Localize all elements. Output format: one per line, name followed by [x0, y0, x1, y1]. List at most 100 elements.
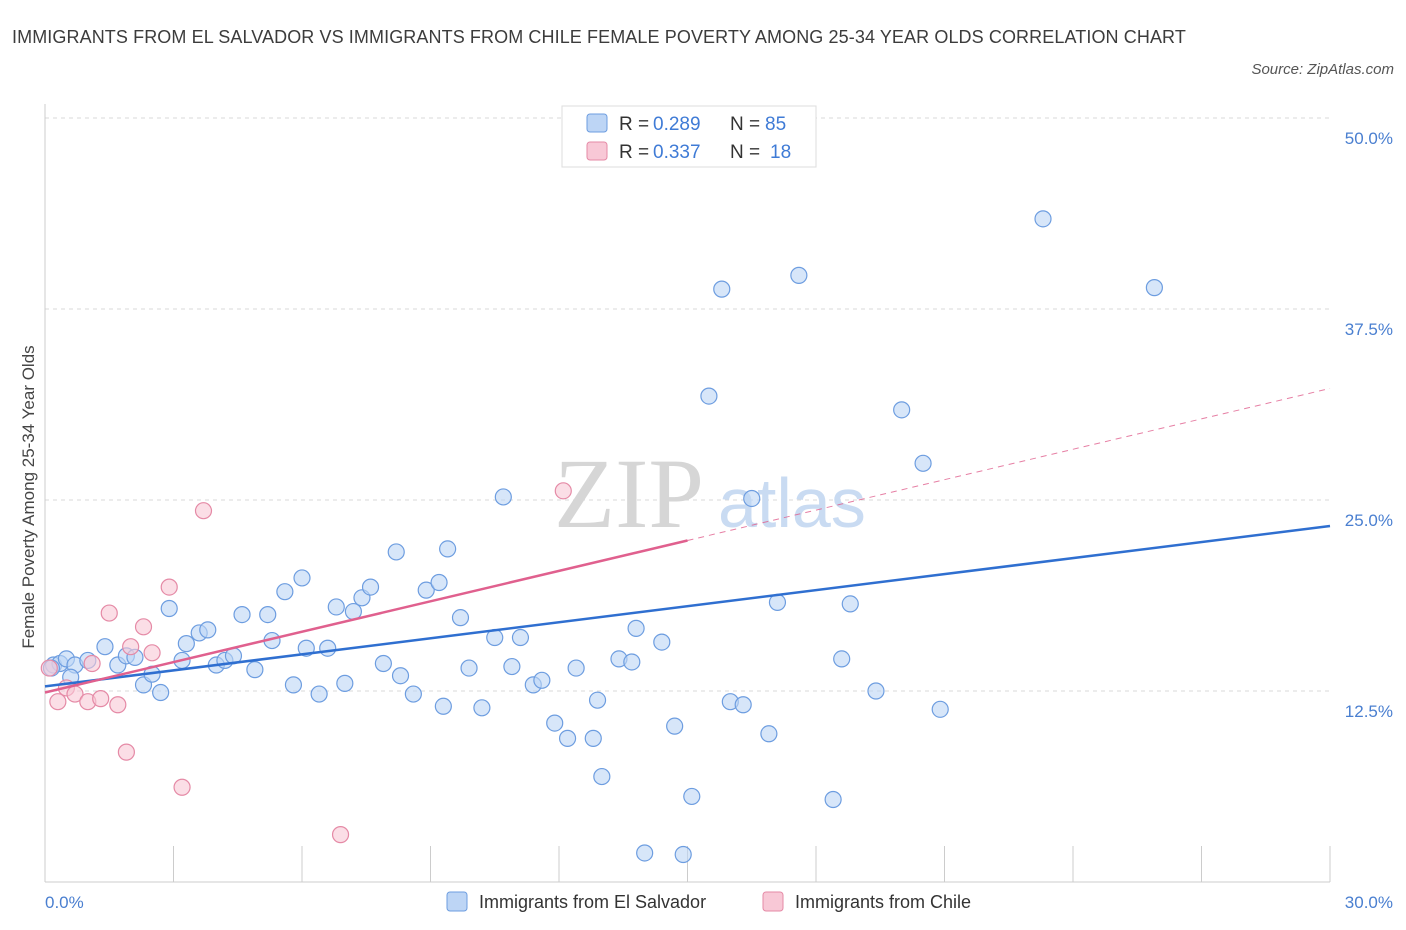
watermark: ZIP atlas: [554, 438, 866, 549]
chart-title: IMMIGRANTS FROM EL SALVADOR VS IMMIGRANT…: [12, 27, 1186, 47]
stats-swatch-el-salvador: [586, 113, 608, 133]
el-salvador-point: [841, 595, 859, 613]
el-salvador-point: [177, 635, 195, 653]
el-salvador-point: [327, 598, 345, 616]
el-salvador-point: [374, 654, 392, 673]
el-salvador-point: [824, 790, 842, 809]
el-salvador-point: [674, 845, 692, 864]
watermark-zip: ZIP: [554, 438, 704, 549]
stats-box: R = 0.289 N = 85 R = 0.337 N = 18: [561, 105, 817, 168]
el-salvador-point: [1145, 279, 1163, 297]
scatter-points: [40, 210, 1163, 864]
el-salvador-point: [494, 488, 512, 506]
y-axis-label: Female Poverty Among 25-34 Year Olds: [19, 345, 38, 648]
el-salvador-point: [666, 717, 684, 735]
legend: Immigrants from El Salvador Immigrants f…: [446, 891, 971, 912]
el-salvador-point: [627, 619, 645, 637]
el-salvador-point: [246, 661, 264, 679]
el-salvador-point: [387, 543, 405, 561]
el-salvador-point: [96, 638, 114, 656]
el-salvador-point: [760, 725, 778, 743]
stats-swatch-chile: [586, 141, 608, 161]
legend-label-el-salvador: Immigrants from El Salvador: [479, 892, 706, 912]
el-salvador-point: [914, 454, 932, 472]
stats-r-label: R =: [619, 142, 649, 163]
el-salvador-point: [451, 609, 470, 627]
chile-point: [109, 696, 127, 714]
trend-lines: [44, 387, 1331, 694]
el-salvador-point: [593, 767, 611, 786]
y-tick-label: 12.5%: [1345, 702, 1393, 721]
stats-r-label: R =: [619, 114, 649, 135]
el-salvador-trend-line: [44, 524, 1331, 688]
el-salvador-point: [653, 633, 671, 651]
chile-trend-line: [44, 539, 688, 694]
el-salvador-point: [284, 676, 303, 694]
el-salvador-point: [336, 674, 354, 692]
el-salvador-point: [700, 387, 718, 405]
y-tick-label: 50.0%: [1345, 129, 1393, 148]
source-label: Source: ZipAtlas.com: [1251, 61, 1394, 78]
chile-point: [173, 778, 191, 796]
el-salvador-point: [893, 401, 911, 419]
el-salvador-point: [434, 697, 452, 715]
chile-point: [100, 604, 118, 622]
legend-swatch-el-salvador: [446, 891, 468, 912]
el-salvador-point: [567, 659, 585, 677]
el-salvador-point: [931, 700, 949, 718]
el-salvador-point: [683, 787, 701, 806]
el-salvador-point: [623, 653, 641, 671]
stats-n-value: 18: [770, 142, 791, 163]
chile-point: [554, 482, 572, 500]
el-salvador-point: [473, 699, 491, 717]
el-salvador-point: [584, 729, 602, 747]
el-salvador-point: [734, 696, 752, 714]
el-salvador-point: [160, 599, 178, 618]
stats-r-value: 0.289: [653, 114, 701, 135]
chile-point: [49, 693, 67, 711]
grid: 12.5% 25.0% 37.5% 50.0%: [45, 117, 1393, 721]
el-salvador-point: [743, 489, 761, 508]
chile-point: [83, 654, 101, 673]
stats-n-value: 85: [765, 114, 786, 135]
chile-point: [143, 644, 161, 662]
stats-n-label: N =: [730, 114, 760, 135]
el-salvador-point: [319, 639, 337, 657]
el-salvador-point: [439, 540, 457, 558]
el-salvador-point: [361, 578, 380, 596]
el-salvador-point: [588, 691, 607, 709]
el-salvador-point: [867, 682, 885, 700]
stats-r-value: 0.337: [653, 142, 701, 163]
y-tick-label: 25.0%: [1345, 511, 1393, 530]
el-salvador-point: [533, 671, 551, 689]
y-tick-label: 37.5%: [1345, 320, 1393, 339]
el-salvador-point: [546, 714, 564, 732]
axes: [44, 104, 1331, 883]
legend-label-chile: Immigrants from Chile: [795, 892, 971, 912]
chile-point: [122, 638, 140, 656]
stats-n-label: N =: [730, 142, 760, 163]
el-salvador-point: [1034, 210, 1052, 228]
el-salvador-point: [199, 621, 217, 639]
el-salvador-point: [404, 685, 422, 703]
el-salvador-point: [310, 685, 328, 703]
watermark-atlas: atlas: [718, 464, 866, 542]
chile-point: [134, 618, 153, 636]
el-salvador-point: [276, 583, 294, 601]
el-salvador-point: [790, 266, 808, 284]
el-salvador-point: [636, 844, 654, 862]
el-salvador-point: [233, 605, 251, 624]
el-salvador-point: [430, 573, 448, 592]
chile-point: [160, 578, 178, 596]
el-salvador-point: [558, 729, 577, 747]
x-tick-label-max: 30.0%: [1345, 893, 1393, 912]
el-salvador-point: [152, 683, 170, 702]
chile-trend-line-projection: [687, 387, 1331, 541]
el-salvador-point: [713, 280, 731, 298]
legend-swatch-chile: [762, 891, 784, 912]
chile-point: [194, 502, 213, 520]
el-salvador-point: [259, 605, 277, 624]
chile-point: [40, 659, 58, 677]
el-salvador-point: [833, 650, 851, 668]
